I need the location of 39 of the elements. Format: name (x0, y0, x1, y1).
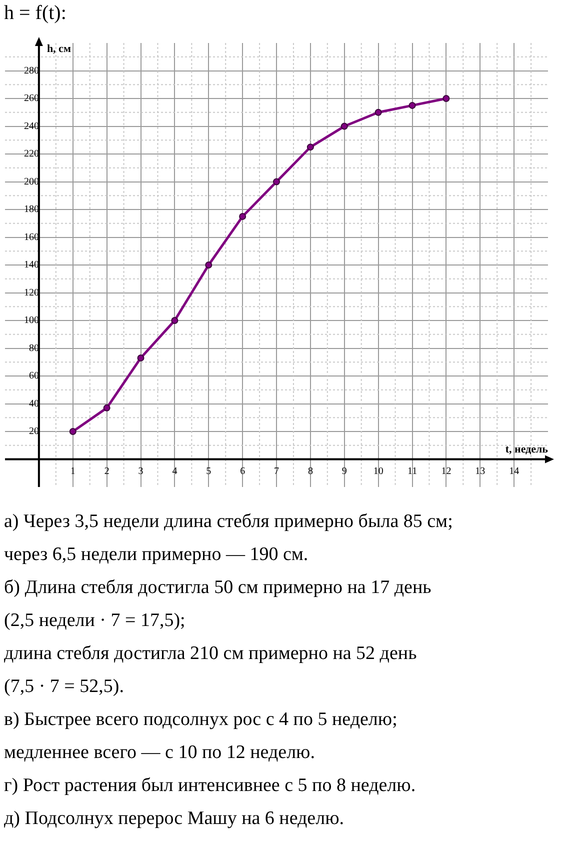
text: (7,5 · 7 = 52,5). (4, 675, 125, 699)
text: д) Подсолнух перерос Машу на 6 неделю. (4, 807, 346, 831)
text: (2,5 недели · 7 = 17,5); (4, 609, 186, 633)
text: медленнее всего — с 10 по 12 неделю. (4, 741, 316, 765)
point (340, 122, 348, 130)
x-tick-label: 14 (509, 466, 520, 477)
point (442, 95, 450, 102)
point (69, 428, 76, 435)
point (205, 262, 212, 268)
x-tick-label: 12 (441, 466, 452, 477)
text: б) Длина стебля достигла 50 см примерно на 17 день (4, 576, 432, 600)
point (408, 102, 416, 109)
point (374, 108, 382, 116)
point (171, 317, 178, 324)
point (103, 404, 110, 412)
text: г) Рост растения был интенсивнее с 5 по 8 неделю. (4, 774, 417, 798)
point (137, 354, 144, 362)
x-axis-title: t, недель (505, 444, 548, 456)
x-tick-label: 10 (373, 466, 384, 477)
x-tick-label: 3 (138, 466, 144, 477)
x-tick-label: 5 (206, 466, 212, 477)
x-tick-label: 7 (274, 466, 279, 477)
x-tick-label: 13 (475, 466, 486, 477)
text: а) Через 3,5 недели длина стебля примерно была 85 см; (4, 510, 454, 534)
text: в) Быстрее всего подсолнух рос с 4 по 5 неделю; (4, 708, 398, 732)
x-tick-label: 6 (240, 466, 246, 477)
x-tick-label: 8 (308, 466, 313, 477)
x-tick-label: 9 (342, 466, 347, 477)
x-tick-label: 2 (104, 466, 110, 477)
x-tick-label: 1 (70, 466, 76, 477)
text: через 6,5 недели примерно — 190 см. (4, 543, 310, 567)
text: длина стебля достигла 210 см примерно на 52 день (4, 642, 418, 666)
point (306, 144, 314, 151)
x-tick-label: 11 (407, 466, 418, 477)
x-tick-label: 4 (172, 466, 178, 477)
point (273, 178, 280, 186)
point (239, 212, 246, 220)
chart-title: h = f(t): (3, 1, 68, 26)
y-axis-title: h, см (46, 42, 72, 55)
